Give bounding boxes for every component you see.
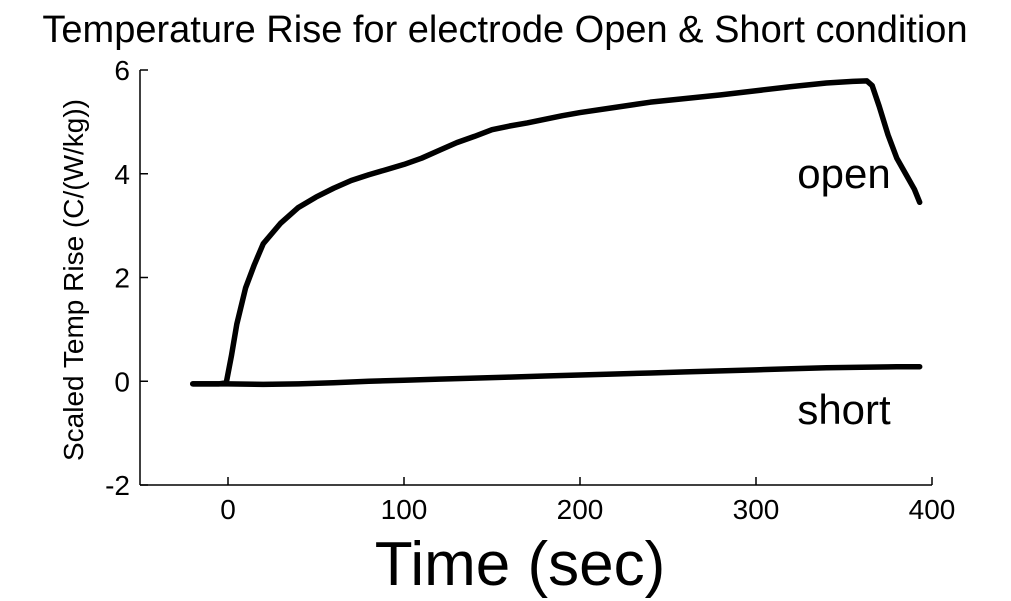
x-tick-label: 100	[381, 494, 428, 525]
y-axis-ticks: -2 0 2 4 6	[105, 55, 148, 501]
x-tick-label: 300	[733, 494, 780, 525]
series-line-open	[190, 78, 923, 387]
y-tick-label: -2	[105, 470, 130, 501]
x-tick-label: 400	[909, 494, 956, 525]
x-axis-ticks: 0 100 200 300 400	[220, 477, 955, 525]
y-tick-label: 0	[114, 366, 130, 397]
x-axis-label: Time (sec)	[375, 530, 665, 599]
y-tick-label: 2	[114, 263, 130, 294]
x-tick-label: 200	[557, 494, 604, 525]
annotation-short: short	[797, 386, 891, 433]
plot-area: 0 100 200 300 400 -2 0 2 4 6 open short	[105, 55, 955, 525]
series-line-short	[190, 363, 923, 388]
x-tick-label: 0	[220, 494, 236, 525]
y-axis-label: Scaled Temp Rise (C/(W/kg))	[58, 99, 89, 461]
series-group	[190, 78, 923, 388]
annotation-open: open	[797, 150, 890, 197]
chart-title: Temperature Rise for electrode Open & Sh…	[42, 9, 967, 51]
annotation-group: open short	[797, 150, 891, 433]
y-tick-label: 4	[114, 159, 130, 190]
y-tick-label: 6	[114, 55, 130, 86]
